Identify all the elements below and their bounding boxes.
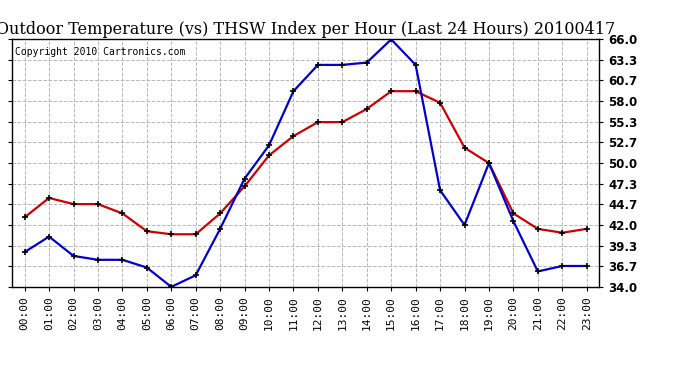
Title: Outdoor Temperature (vs) THSW Index per Hour (Last 24 Hours) 20100417: Outdoor Temperature (vs) THSW Index per … xyxy=(0,21,615,38)
Text: Copyright 2010 Cartronics.com: Copyright 2010 Cartronics.com xyxy=(15,47,186,57)
